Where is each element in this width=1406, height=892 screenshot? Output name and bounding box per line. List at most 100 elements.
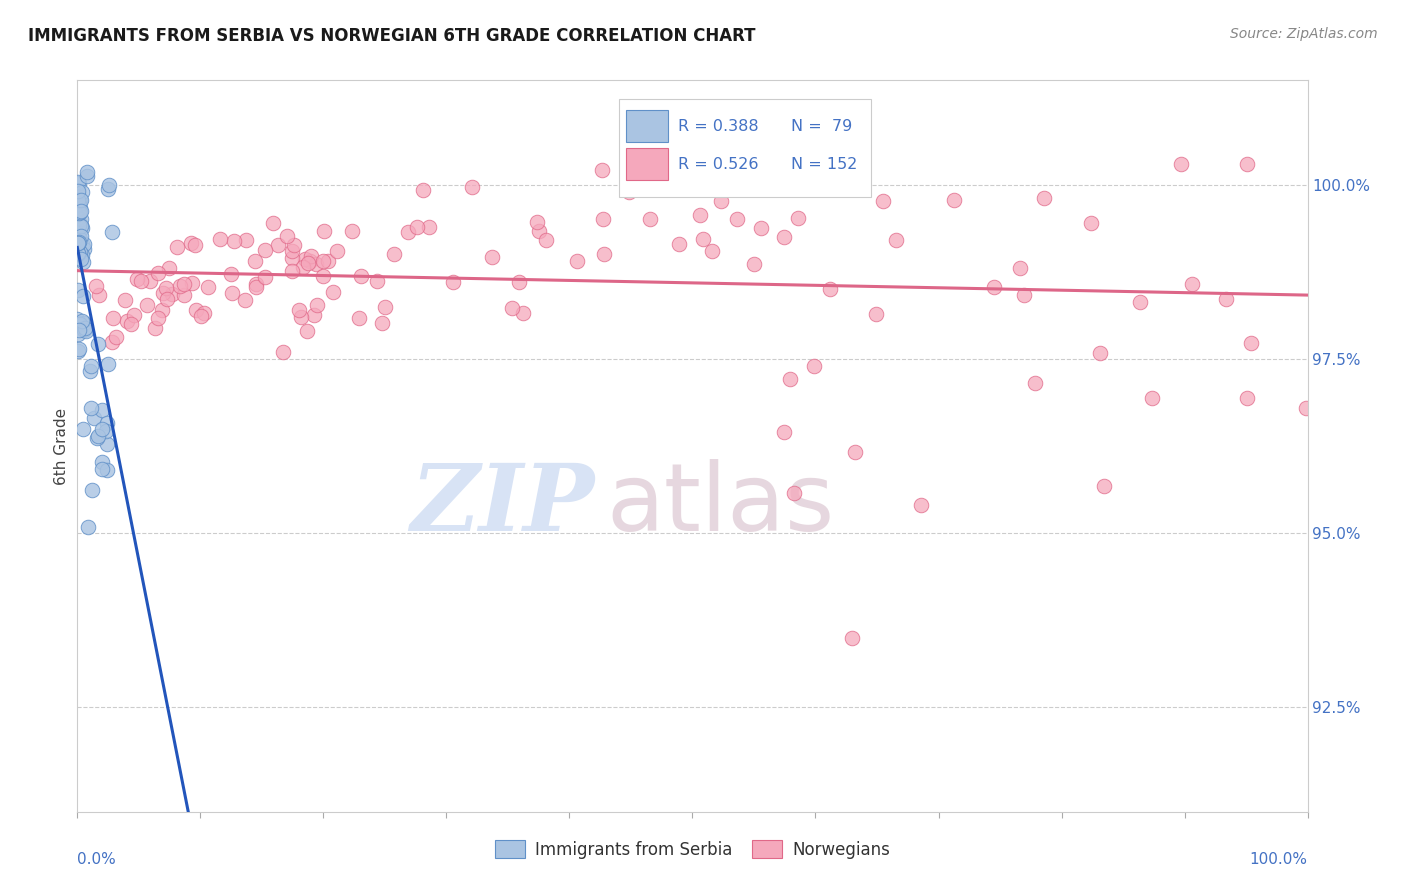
Point — [67, 342, 90, 356]
Point — [83, 411, 105, 425]
Point — [180, 277, 202, 291]
Point — [197, 280, 219, 294]
Point — [396, 225, 419, 239]
Point — [728, 164, 751, 178]
Point — [96, 416, 118, 430]
Point — [844, 445, 866, 459]
Point — [127, 272, 149, 286]
Point — [943, 193, 966, 207]
Point — [616, 157, 638, 171]
Point — [1024, 376, 1046, 391]
Point — [162, 287, 184, 301]
Point — [69, 252, 91, 266]
Point — [1236, 391, 1258, 405]
Point — [143, 321, 166, 335]
Point — [342, 224, 364, 238]
Point — [481, 250, 503, 264]
Point — [66, 283, 89, 297]
Point — [69, 193, 91, 207]
Point — [152, 286, 174, 301]
Point — [699, 178, 721, 192]
Point — [280, 244, 302, 259]
Point — [136, 298, 159, 312]
Point — [253, 270, 276, 285]
Point — [592, 212, 614, 227]
Point — [322, 285, 344, 299]
Text: ZIP: ZIP — [409, 459, 595, 549]
Point — [80, 483, 103, 497]
Point — [67, 235, 90, 249]
Point — [69, 229, 91, 244]
Point — [678, 180, 700, 194]
Point — [1088, 346, 1111, 360]
Point — [96, 425, 118, 439]
Point — [146, 310, 169, 325]
Point — [316, 253, 339, 268]
Point — [700, 244, 723, 259]
Point — [122, 308, 145, 322]
Point — [298, 254, 321, 268]
Point — [69, 249, 91, 263]
Point — [97, 357, 120, 371]
Point — [441, 276, 464, 290]
Text: R = 0.388: R = 0.388 — [678, 119, 758, 134]
Point — [591, 162, 613, 177]
Point — [692, 231, 714, 245]
Point — [193, 306, 215, 320]
Point — [79, 401, 101, 415]
Point — [382, 247, 405, 261]
Point — [190, 310, 212, 324]
Point — [96, 463, 118, 477]
Point — [745, 181, 768, 195]
Point — [69, 204, 91, 219]
Point — [91, 454, 114, 468]
Point — [139, 274, 162, 288]
Point — [297, 256, 319, 270]
Point — [276, 228, 298, 243]
Point — [87, 429, 110, 443]
Point — [70, 185, 93, 199]
Point — [725, 212, 748, 227]
Point — [266, 237, 288, 252]
Point — [73, 242, 96, 256]
Point — [156, 292, 179, 306]
Point — [157, 261, 180, 276]
Point — [271, 345, 294, 359]
Point — [87, 337, 110, 351]
Point — [69, 202, 91, 216]
Point — [782, 486, 804, 500]
Point — [245, 280, 267, 294]
Point — [79, 359, 101, 373]
Point — [222, 235, 245, 249]
Point — [592, 246, 614, 260]
Point — [841, 631, 863, 645]
Point — [245, 254, 267, 268]
Point — [67, 327, 90, 342]
Point — [73, 237, 96, 252]
Point — [288, 302, 311, 317]
Point — [1129, 294, 1152, 309]
Point — [169, 279, 191, 293]
Point — [146, 266, 169, 280]
Point — [69, 317, 91, 331]
Point — [983, 280, 1005, 294]
Text: atlas: atlas — [606, 458, 835, 550]
Point — [787, 211, 810, 226]
Point — [101, 335, 124, 350]
Point — [70, 194, 93, 208]
Point — [773, 230, 796, 244]
Point — [312, 254, 335, 268]
Point — [70, 219, 93, 233]
FancyBboxPatch shape — [619, 99, 870, 197]
Point — [96, 437, 118, 451]
Point — [245, 277, 267, 291]
Point — [186, 302, 208, 317]
Point — [233, 293, 256, 308]
Point — [304, 308, 326, 322]
Point — [253, 243, 276, 257]
Point — [219, 267, 242, 281]
Point — [67, 196, 90, 211]
Text: Source: ZipAtlas.com: Source: ZipAtlas.com — [1230, 27, 1378, 41]
Text: 100.0%: 100.0% — [1250, 852, 1308, 867]
Text: N = 152: N = 152 — [792, 157, 858, 172]
